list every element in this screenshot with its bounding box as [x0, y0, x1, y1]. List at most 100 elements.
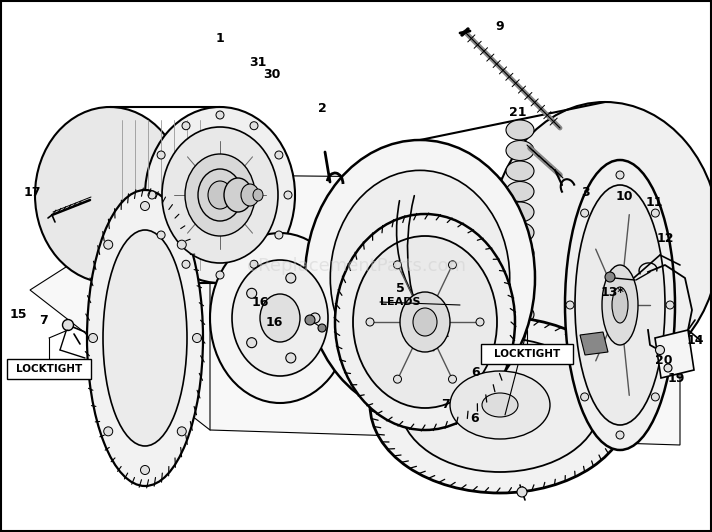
Ellipse shape — [241, 184, 259, 206]
Text: 7: 7 — [40, 313, 48, 327]
Circle shape — [581, 209, 589, 217]
Ellipse shape — [506, 120, 534, 140]
Circle shape — [246, 288, 257, 298]
Text: LOCKTIGHT: LOCKTIGHT — [16, 364, 82, 374]
Circle shape — [318, 324, 326, 332]
Ellipse shape — [400, 338, 600, 472]
Text: 6: 6 — [471, 365, 481, 378]
Text: LOCKTIGHT: LOCKTIGHT — [494, 349, 560, 359]
Ellipse shape — [506, 263, 534, 284]
Circle shape — [666, 301, 674, 309]
Circle shape — [157, 231, 165, 239]
Circle shape — [157, 151, 165, 159]
Ellipse shape — [400, 292, 450, 352]
Circle shape — [148, 191, 156, 199]
Text: 5: 5 — [396, 281, 404, 295]
Circle shape — [651, 209, 659, 217]
Ellipse shape — [506, 181, 534, 202]
Text: 7: 7 — [441, 397, 451, 411]
Text: 20: 20 — [655, 353, 673, 367]
Circle shape — [104, 427, 112, 436]
Circle shape — [286, 353, 295, 363]
Ellipse shape — [162, 127, 278, 263]
Ellipse shape — [103, 230, 187, 446]
Circle shape — [140, 466, 150, 475]
Ellipse shape — [506, 222, 534, 243]
Ellipse shape — [565, 160, 675, 450]
Circle shape — [63, 320, 73, 330]
Circle shape — [664, 364, 672, 372]
Text: 17: 17 — [23, 186, 41, 198]
Ellipse shape — [506, 243, 534, 263]
Circle shape — [605, 272, 615, 282]
Circle shape — [286, 273, 295, 283]
Ellipse shape — [506, 304, 534, 325]
Ellipse shape — [506, 202, 534, 222]
FancyBboxPatch shape — [481, 344, 573, 364]
Circle shape — [656, 345, 664, 354]
Ellipse shape — [232, 260, 328, 376]
Text: 15: 15 — [9, 307, 27, 320]
Circle shape — [394, 375, 402, 383]
Ellipse shape — [490, 102, 712, 378]
Circle shape — [449, 261, 456, 269]
Circle shape — [616, 171, 624, 179]
Text: 19: 19 — [667, 371, 685, 385]
Ellipse shape — [450, 371, 550, 439]
Ellipse shape — [305, 140, 535, 416]
Ellipse shape — [87, 190, 203, 486]
Ellipse shape — [224, 178, 252, 212]
Circle shape — [566, 301, 574, 309]
Ellipse shape — [253, 189, 263, 201]
Circle shape — [250, 122, 258, 130]
Polygon shape — [655, 330, 694, 378]
Ellipse shape — [506, 284, 534, 304]
Text: 9: 9 — [496, 20, 504, 32]
Circle shape — [476, 318, 484, 326]
Circle shape — [246, 338, 257, 348]
Ellipse shape — [575, 185, 665, 425]
Ellipse shape — [210, 233, 350, 403]
Circle shape — [104, 240, 112, 249]
Text: 11: 11 — [645, 196, 663, 210]
Circle shape — [177, 240, 187, 249]
Circle shape — [394, 261, 402, 269]
Circle shape — [310, 313, 320, 323]
Circle shape — [449, 375, 456, 383]
Text: 12: 12 — [656, 231, 674, 245]
Ellipse shape — [145, 107, 295, 283]
Text: 3: 3 — [581, 186, 590, 198]
Circle shape — [88, 334, 98, 343]
Ellipse shape — [35, 107, 185, 283]
Circle shape — [216, 111, 224, 119]
Text: 30: 30 — [263, 69, 281, 81]
Circle shape — [140, 202, 150, 211]
Ellipse shape — [506, 140, 534, 161]
Ellipse shape — [185, 154, 255, 236]
Circle shape — [517, 487, 527, 497]
Ellipse shape — [198, 169, 242, 221]
Polygon shape — [580, 332, 608, 355]
Text: 13*: 13* — [600, 286, 624, 298]
Ellipse shape — [612, 287, 628, 323]
Ellipse shape — [202, 174, 238, 216]
Circle shape — [366, 318, 374, 326]
Circle shape — [192, 334, 201, 343]
Circle shape — [651, 393, 659, 401]
Circle shape — [250, 260, 258, 268]
Text: 1: 1 — [216, 31, 224, 45]
Text: 21: 21 — [509, 105, 527, 119]
Circle shape — [616, 431, 624, 439]
Text: 2: 2 — [318, 102, 326, 114]
Circle shape — [275, 231, 283, 239]
Ellipse shape — [370, 317, 630, 493]
Polygon shape — [30, 175, 420, 430]
Circle shape — [581, 393, 589, 401]
Circle shape — [305, 315, 315, 325]
Text: 31: 31 — [249, 55, 267, 69]
Text: 10: 10 — [615, 190, 633, 204]
Circle shape — [216, 271, 224, 279]
Ellipse shape — [335, 214, 515, 430]
Text: 6: 6 — [471, 411, 479, 425]
Circle shape — [182, 122, 190, 130]
